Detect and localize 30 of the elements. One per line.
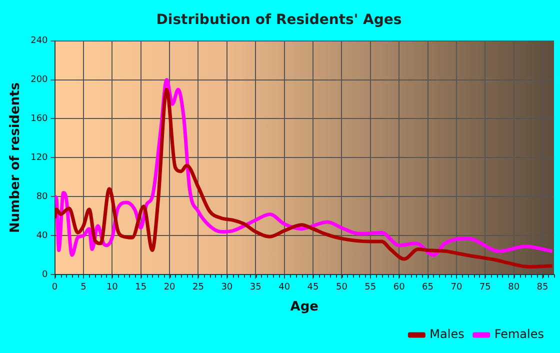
y-tick-label: 80 xyxy=(36,192,48,202)
x-tick-label: 35 xyxy=(250,282,262,292)
y-tick-label: 40 xyxy=(36,230,48,241)
x-tick-label: 25 xyxy=(192,282,204,292)
x-tick-label: 60 xyxy=(393,282,406,292)
x-tick-label: 20 xyxy=(164,282,176,292)
x-tick-label: 75 xyxy=(479,282,491,292)
x-tick-label: 0 xyxy=(52,282,58,292)
x-tick-label: 5 xyxy=(80,282,86,292)
y-tick-label: 240 xyxy=(30,36,48,46)
x-tick-label: 30 xyxy=(221,282,233,292)
x-tick-label: 45 xyxy=(307,282,319,292)
y-tick-label: 160 xyxy=(30,114,48,124)
legend-label: Males xyxy=(430,327,464,342)
y-tick-label: 0 xyxy=(42,270,48,280)
x-tick-label: 85 xyxy=(536,282,548,292)
x-tick-label: 65 xyxy=(422,282,434,292)
x-tick-label: 10 xyxy=(106,282,118,292)
x-tick-label: 50 xyxy=(336,282,348,292)
x-tick-label: 70 xyxy=(450,282,462,292)
x-tick-label: 15 xyxy=(135,282,147,292)
x-axis-title: Age xyxy=(290,300,319,315)
x-tick-label: 40 xyxy=(278,282,290,292)
y-axis-title: Number of residents xyxy=(8,82,24,234)
x-tick-label: 80 xyxy=(508,282,520,292)
x-tick-label: 55 xyxy=(364,282,376,292)
chart-title: Distribution of Residents' Ages xyxy=(156,12,402,28)
y-tick-label: 120 xyxy=(30,153,48,164)
legend-label: Females xyxy=(494,327,544,342)
y-tick-label: 200 xyxy=(30,75,48,86)
